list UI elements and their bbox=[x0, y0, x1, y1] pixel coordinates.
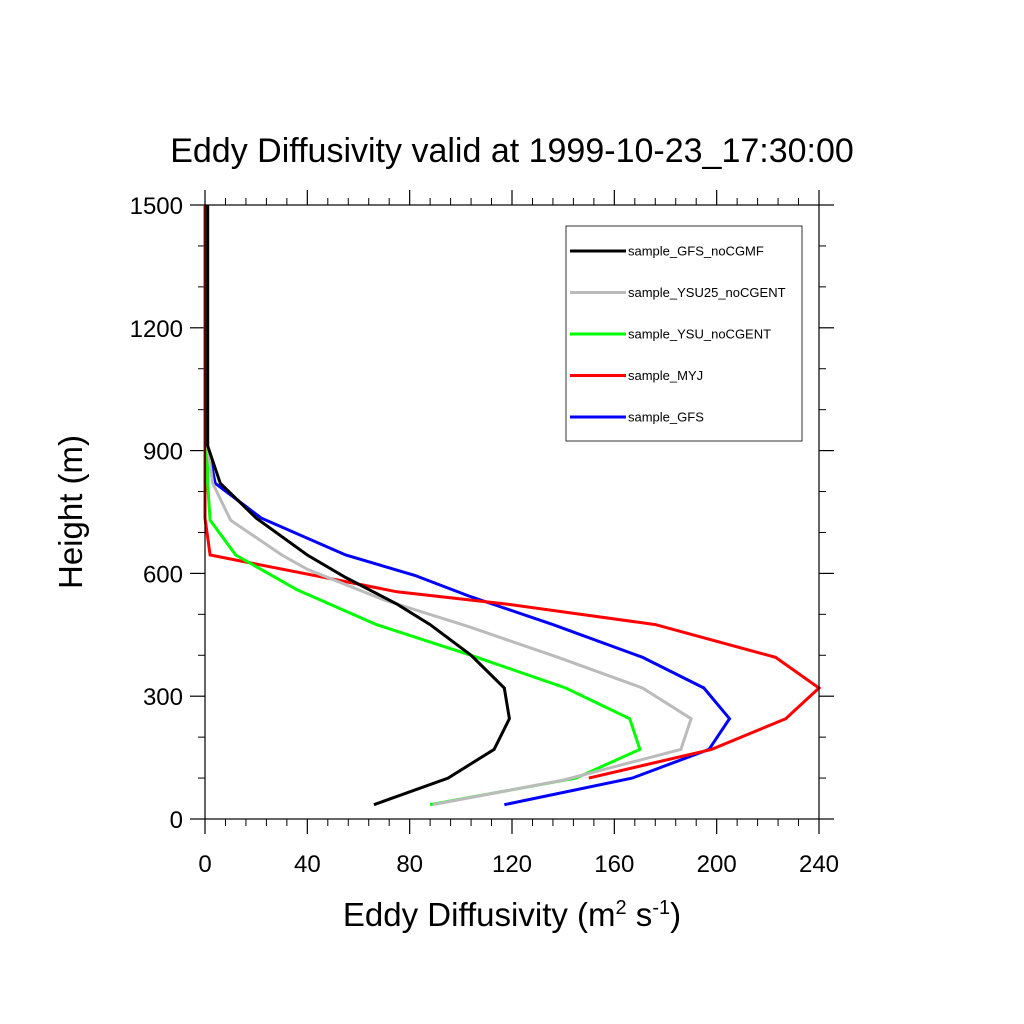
legend-entry-label: sample_YSU25_noCGENT bbox=[628, 285, 786, 300]
series-lines bbox=[203, 205, 822, 807]
series-line-sample-ysu-nocgent bbox=[206, 205, 642, 807]
y-tick-label: 600 bbox=[143, 561, 183, 588]
plot-frame bbox=[204, 204, 820, 820]
x-tick-label: 160 bbox=[594, 851, 634, 878]
x-axis-label: Eddy Diffusivity (m2 s-1) bbox=[343, 896, 681, 933]
legend-entry-label: sample_YSU_noCGENT bbox=[628, 327, 771, 342]
y-tick-label: 900 bbox=[143, 439, 183, 466]
legend-entry-label: sample_MYJ bbox=[628, 368, 703, 383]
y-tick-label: 1200 bbox=[130, 316, 183, 343]
x-tick-label: 0 bbox=[198, 851, 211, 878]
chart-title: Eddy Diffusivity valid at 1999-10-23_17:… bbox=[170, 132, 854, 170]
axis-ticks bbox=[190, 190, 834, 834]
x-tick-label: 200 bbox=[697, 851, 737, 878]
x-tick-label: 40 bbox=[294, 851, 321, 878]
tick-labels: 0 40 80 120 160 200 240 0 300 600 900 1200 1500 bbox=[130, 193, 839, 878]
series-line-sample-gfs-nocgmf bbox=[206, 205, 511, 807]
y-axis-label: Height (m) bbox=[52, 435, 89, 589]
y-tick-label: 300 bbox=[143, 684, 183, 711]
legend-entry-label: sample_GFS_noCGMF bbox=[628, 244, 764, 259]
x-tick-label: 240 bbox=[799, 851, 839, 878]
x-tick-label: 80 bbox=[396, 851, 423, 878]
y-tick-label: 0 bbox=[170, 807, 183, 834]
legend: sample_GFS_noCGMF sample_YSU25_noCGENTsam… bbox=[565, 225, 803, 442]
y-tick-label: 1500 bbox=[130, 193, 183, 220]
legend-entry-label: sample_GFS bbox=[628, 410, 704, 425]
x-tick-label: 120 bbox=[492, 851, 532, 878]
series-line-sample-ysu25-nocgent bbox=[206, 205, 693, 807]
